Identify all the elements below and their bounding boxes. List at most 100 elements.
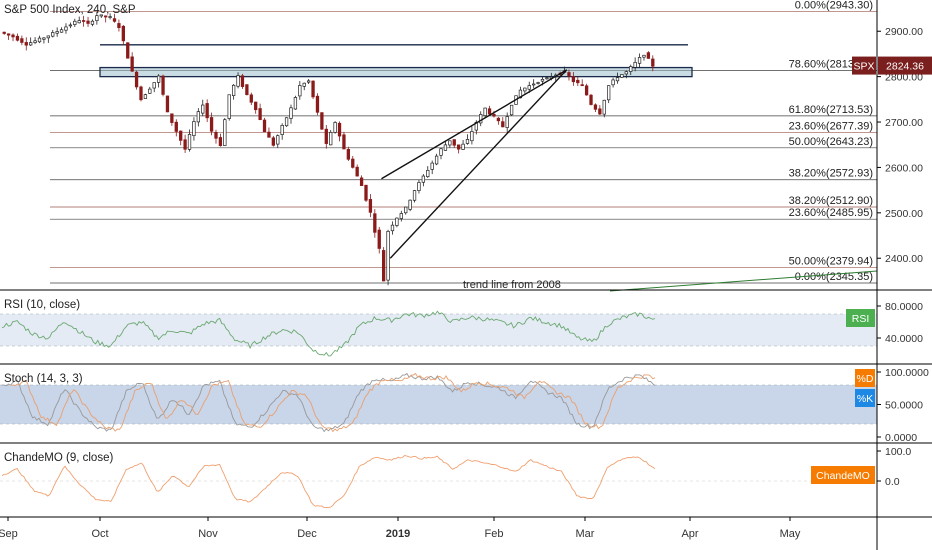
trendline-annotation: trend line from 2008 [463,279,561,291]
candle-body [527,85,531,90]
indicator-panels: RSI (10, close) RSI Stoch (14, 3, 3) %D %K Ch… [0,289,932,518]
indicator-badge-label: RSI [852,313,870,325]
candle-body [368,199,373,213]
candle-body [46,35,50,39]
candle-body [567,72,571,77]
fib-label: 0.00%(2943.30) [795,0,873,12]
candle-body [2,31,6,34]
candle-body [465,139,470,144]
candle-body [315,95,320,113]
candle-body [302,82,306,87]
candle-body [501,121,505,128]
candle-body [523,87,527,92]
candle-body [580,84,584,87]
date-tick-label: Sep [0,528,18,540]
candle-body [99,14,103,17]
candle-body [134,71,139,88]
candle-body [6,33,11,36]
candle-body [487,108,492,115]
fib-label: 50.00%(2379.94) [789,255,873,267]
axis-tick-label: 2800.00 [885,72,923,84]
axis-tick-label: 2400.00 [885,253,923,265]
candle-body [227,94,231,119]
candle-body [108,16,112,18]
indicator-axis-label: 40.0000 [885,333,923,345]
indicator-badge [855,369,875,387]
candle-body [386,230,390,281]
candle-body [399,213,403,219]
axis-tick-label: 2700.00 [885,117,923,129]
fib-label: 78.60%(2813.19) [789,59,873,71]
indicator-axis-label: 0.0 [885,476,900,488]
candle-body [201,104,205,114]
candle-body [430,162,434,170]
candle-body [545,77,549,80]
candle-body [262,119,267,133]
indicator-badge-label: %K [857,393,873,405]
date-tick-label: May [780,528,801,540]
candle-body [457,144,461,150]
candle-body [492,113,496,117]
candle-body [11,34,15,38]
candle-body [254,101,258,111]
candle-body [434,155,439,165]
candle-body [390,224,395,232]
candle-body [293,97,298,110]
date-tick-label: Apr [681,528,698,540]
candle-body [258,108,262,120]
candle-body [15,35,20,41]
candle-body [276,135,280,145]
candle-body [148,88,152,94]
candle-body [33,40,37,44]
candle-body [161,75,165,95]
candle-body [651,58,655,67]
candle-body [126,42,130,59]
candle-body [373,213,377,233]
candle-body [95,15,99,22]
candle-body [214,131,218,139]
wedge-lower [389,69,568,259]
candle-body [156,75,161,83]
indicator-line [1,310,656,357]
candle-body [646,52,651,59]
indicator-badge-label: %D [857,373,874,385]
candle-body [86,20,90,24]
last-price-label: 2824.36 [886,61,924,73]
candle-body [483,107,487,116]
candle-body [342,134,346,150]
candle-body [479,114,483,124]
candle-body [470,131,474,142]
candle-body [426,170,430,177]
candle-body [90,20,95,25]
candle-body [324,128,328,144]
candle-body [593,104,598,110]
symbol-badge [852,56,876,75]
indicator-signal-line [10,372,656,433]
candle-body [249,94,253,103]
candle-body [364,184,368,201]
candle-body [607,85,611,101]
candle-body [143,94,148,99]
indicator-axis-label: 100.0000 [885,367,929,379]
candle-body [209,117,214,132]
candle-body [152,82,156,89]
candle-body [633,61,637,68]
candle-body [179,130,183,141]
candle-body [289,107,293,119]
indicator-axis-label: 80.0000 [885,301,923,313]
indicator-axis-label: 50.0000 [885,400,923,412]
candle-body [236,75,240,87]
candle-body [284,117,289,127]
indicator-line [2,372,656,433]
candle-body [112,18,117,22]
candle-body [77,20,81,24]
candle-body [68,24,73,27]
indicator-badge [811,466,875,484]
fib-label: 61.80%(2713.53) [789,104,873,116]
candle-body [121,25,125,42]
indicator-axis-label: 100.0 [885,446,911,458]
last-price-badge [878,56,932,75]
candle-body [540,78,545,82]
candle-body [584,85,589,96]
candle-body [271,137,275,146]
